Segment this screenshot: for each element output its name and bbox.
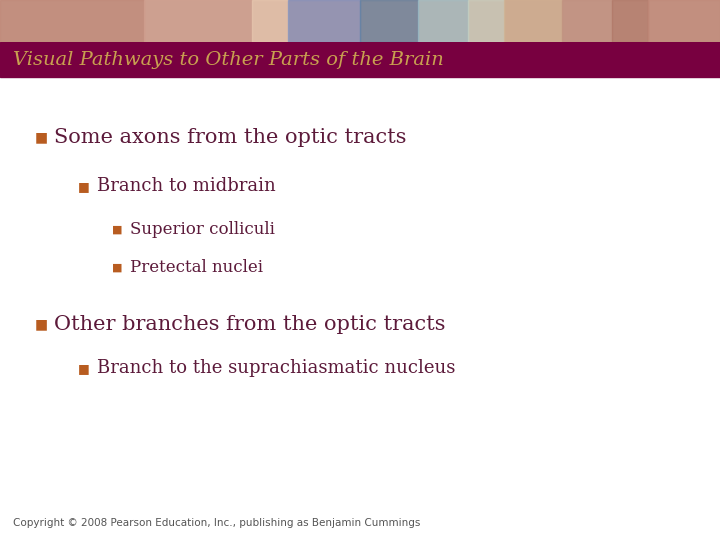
Text: ■: ■ xyxy=(78,180,89,193)
Text: ■: ■ xyxy=(112,225,122,234)
Text: Other branches from the optic tracts: Other branches from the optic tracts xyxy=(54,314,446,334)
Bar xyxy=(252,0,288,42)
Text: ■: ■ xyxy=(78,362,89,375)
Text: Branch to the suprachiasmatic nucleus: Branch to the suprachiasmatic nucleus xyxy=(97,359,456,377)
Text: ■: ■ xyxy=(35,131,48,145)
Bar xyxy=(504,0,562,42)
Bar xyxy=(360,0,418,42)
Text: ■: ■ xyxy=(112,262,122,272)
Text: Branch to midbrain: Branch to midbrain xyxy=(97,177,276,195)
Text: Some axons from the optic tracts: Some axons from the optic tracts xyxy=(54,128,407,147)
Bar xyxy=(418,0,468,42)
Bar xyxy=(468,0,504,42)
Bar xyxy=(0,0,144,42)
Bar xyxy=(562,0,612,42)
Bar xyxy=(144,0,252,42)
Text: ■: ■ xyxy=(35,317,48,331)
Bar xyxy=(288,0,360,42)
Text: Superior colliculi: Superior colliculi xyxy=(130,221,274,238)
Bar xyxy=(612,0,648,42)
Text: Visual Pathways to Other Parts of the Brain: Visual Pathways to Other Parts of the Br… xyxy=(13,51,444,69)
Text: Pretectal nuclei: Pretectal nuclei xyxy=(130,259,263,276)
Bar xyxy=(648,0,720,42)
Text: Copyright © 2008 Pearson Education, Inc., publishing as Benjamin Cummings: Copyright © 2008 Pearson Education, Inc.… xyxy=(13,518,420,528)
Bar xyxy=(0,42,720,77)
